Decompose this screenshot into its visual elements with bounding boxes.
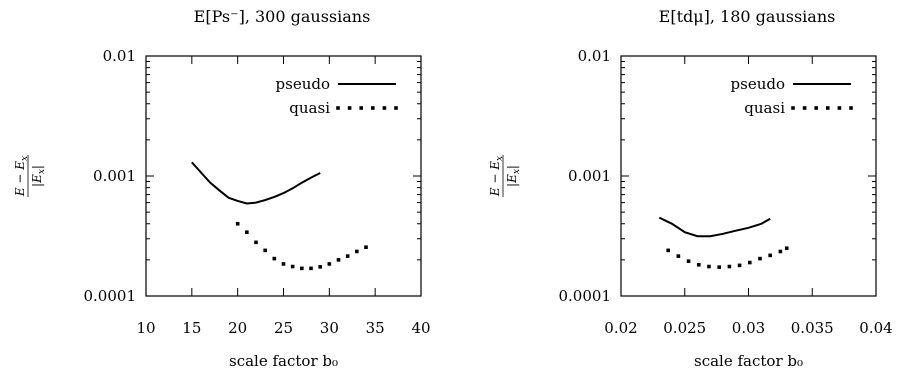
data-point-quasi xyxy=(747,260,752,265)
x-tick-label: 25 xyxy=(274,319,293,337)
legend-swatch-quasi xyxy=(791,106,795,110)
y-label-denominator: |Ex| xyxy=(30,165,47,187)
y-axis-label: E − Ex|Ex| xyxy=(488,155,522,197)
legend-label-pseudo: pseudo xyxy=(276,75,330,93)
legend-swatch-quasi xyxy=(394,106,398,110)
x-tick-label: 15 xyxy=(182,319,201,337)
chart-title: E[Ps⁻], 300 gaussians xyxy=(194,7,371,26)
legend-swatch-quasi xyxy=(826,106,830,110)
data-point-quasi xyxy=(355,249,359,254)
y-label-numerator: E − Ex xyxy=(13,156,30,197)
y-tick-label: 0.0001 xyxy=(559,287,612,305)
y-label-denominator: |Ex| xyxy=(505,165,522,187)
data-point-quasi xyxy=(263,248,267,253)
x-tick-label: 0.02 xyxy=(604,319,637,337)
legend-swatch-quasi xyxy=(814,106,818,110)
data-point-quasi xyxy=(327,262,332,266)
legend-swatch-quasi xyxy=(347,106,352,110)
x-tick-label: 0.025 xyxy=(663,319,706,337)
x-axis-label: scale factor b₀ xyxy=(229,352,338,370)
data-point-quasi xyxy=(676,254,681,258)
data-point-quasi xyxy=(768,253,772,258)
x-tick-label: 20 xyxy=(228,319,247,337)
series-pseudo xyxy=(658,216,771,238)
data-point-quasi xyxy=(707,264,711,269)
data-point-quasi xyxy=(272,256,277,261)
legend-label-pseudo: pseudo xyxy=(731,75,785,93)
x-tick-label: 0.04 xyxy=(859,319,892,337)
x-tick-label: 0.03 xyxy=(732,319,765,337)
data-point-quasi xyxy=(784,246,789,251)
chart-panel-1: E[Ps⁻], 300 gaussians 10 15 20 25 30 35 40 0.000… xyxy=(13,7,431,370)
data-point-quasi xyxy=(235,221,240,226)
series-quasi xyxy=(666,246,789,269)
y-tick-label: 0.001 xyxy=(93,167,136,185)
legend-swatch-quasi xyxy=(336,106,340,110)
data-point-quasi xyxy=(318,265,322,269)
x-axis-label: scale factor b₀ xyxy=(694,352,803,370)
chart-title: E[tdμ], 180 gaussians xyxy=(659,7,836,26)
x-tick-label: 30 xyxy=(320,319,339,337)
data-point-quasi xyxy=(290,264,295,269)
data-point-quasi xyxy=(300,266,304,271)
series-line-pseudo xyxy=(658,216,771,238)
series-quasi xyxy=(235,221,368,271)
data-point-quasi xyxy=(309,266,313,271)
legend-swatch-quasi xyxy=(802,106,807,110)
data-point-quasi xyxy=(758,256,762,261)
y-tick-label: 0.001 xyxy=(568,167,611,185)
x-tick-label: 0.035 xyxy=(791,319,834,337)
y-tick-label: 0.01 xyxy=(578,47,611,65)
chart-panel-2: E[tdμ], 180 gaussians 0.02 0.025 0.03 0.035 0… xyxy=(488,7,893,370)
legend-label-quasi: quasi xyxy=(744,99,785,117)
x-tick-label: 40 xyxy=(411,319,430,337)
series-line-pseudo xyxy=(191,161,321,205)
data-point-quasi xyxy=(666,248,670,253)
series-pseudo xyxy=(191,161,321,205)
data-point-quasi xyxy=(717,265,721,269)
legend-swatch-quasi xyxy=(382,106,387,110)
data-point-quasi xyxy=(686,259,691,263)
legend-swatch-quasi xyxy=(837,106,842,110)
legend-swatch-quasi xyxy=(849,106,853,110)
y-axis-label: E − Ex|Ex| xyxy=(13,155,47,197)
data-point-quasi xyxy=(727,264,732,269)
y-tick-label: 0.01 xyxy=(103,47,136,65)
data-point-quasi xyxy=(778,249,783,254)
data-point-quasi xyxy=(345,254,350,258)
data-point-quasi xyxy=(254,240,258,245)
data-point-quasi xyxy=(737,263,742,268)
x-tick-label: 10 xyxy=(136,319,155,337)
data-point-quasi xyxy=(281,262,286,266)
data-point-quasi xyxy=(364,245,368,250)
y-label-numerator: E − Ex xyxy=(488,156,505,197)
x-tick-label: 35 xyxy=(366,319,385,337)
data-point-quasi xyxy=(696,262,701,267)
y-tick-label: 0.0001 xyxy=(84,287,137,305)
legend-swatch-quasi xyxy=(359,106,363,110)
legend-label-quasi: quasi xyxy=(289,99,330,117)
data-point-quasi xyxy=(245,230,249,235)
legend-swatch-quasi xyxy=(371,106,375,110)
data-point-quasi xyxy=(336,258,341,262)
